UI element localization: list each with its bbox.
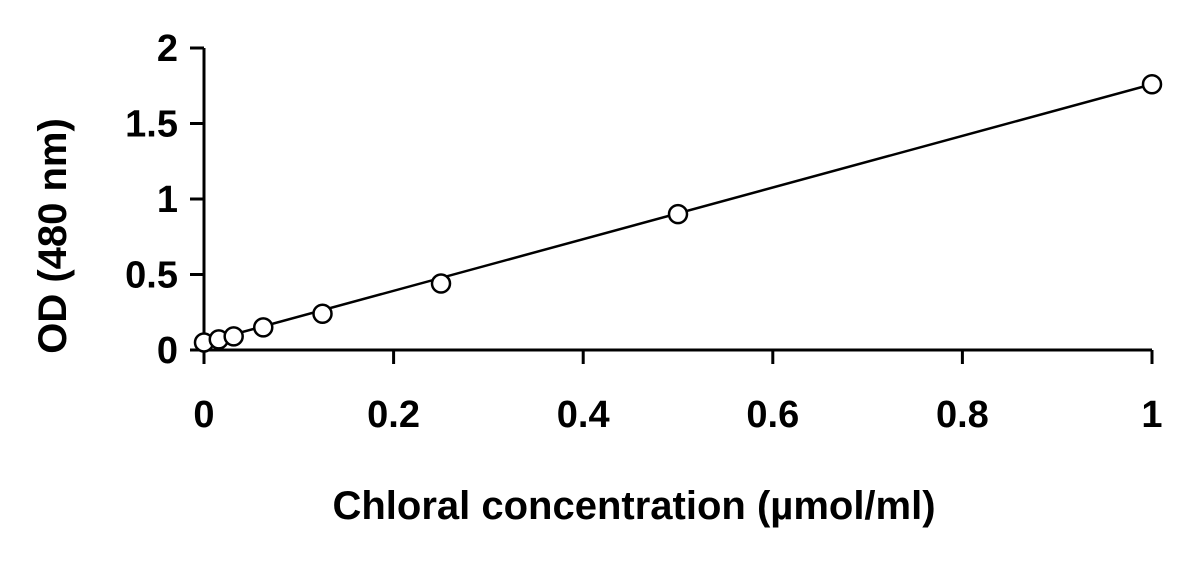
x-tick-label: 0.4 [557, 394, 610, 436]
data-point [312, 303, 333, 325]
x-tick-label: 0.8 [936, 394, 989, 436]
data-point [667, 203, 689, 225]
data-point [430, 273, 452, 294]
y-tick-label: 2 [157, 28, 178, 70]
x-tick-label: 0.6 [746, 394, 799, 436]
y-tick-label: 1 [157, 179, 178, 221]
y-axis-title: OD (480 nm) [31, 118, 75, 354]
y-tick-label: 1.5 [125, 104, 178, 146]
x-tick-label: 1 [1141, 394, 1162, 436]
data-points [193, 73, 1163, 353]
x-tick-label: 0 [193, 394, 214, 436]
x-ticks: 0 0.2 0.4 0.6 0.8 1 [193, 350, 1163, 436]
y-ticks: 0 0.5 1 1.5 2 [125, 28, 204, 372]
y-tick-label: 0.5 [125, 255, 178, 297]
data-point [1141, 73, 1163, 95]
x-tick-label: 0.2 [367, 394, 420, 436]
x-axis-title: Chloral concentration (µmol/ml) [332, 484, 935, 528]
data-point [223, 326, 244, 347]
data-point [253, 317, 274, 338]
y-tick-label: 0 [157, 330, 178, 372]
